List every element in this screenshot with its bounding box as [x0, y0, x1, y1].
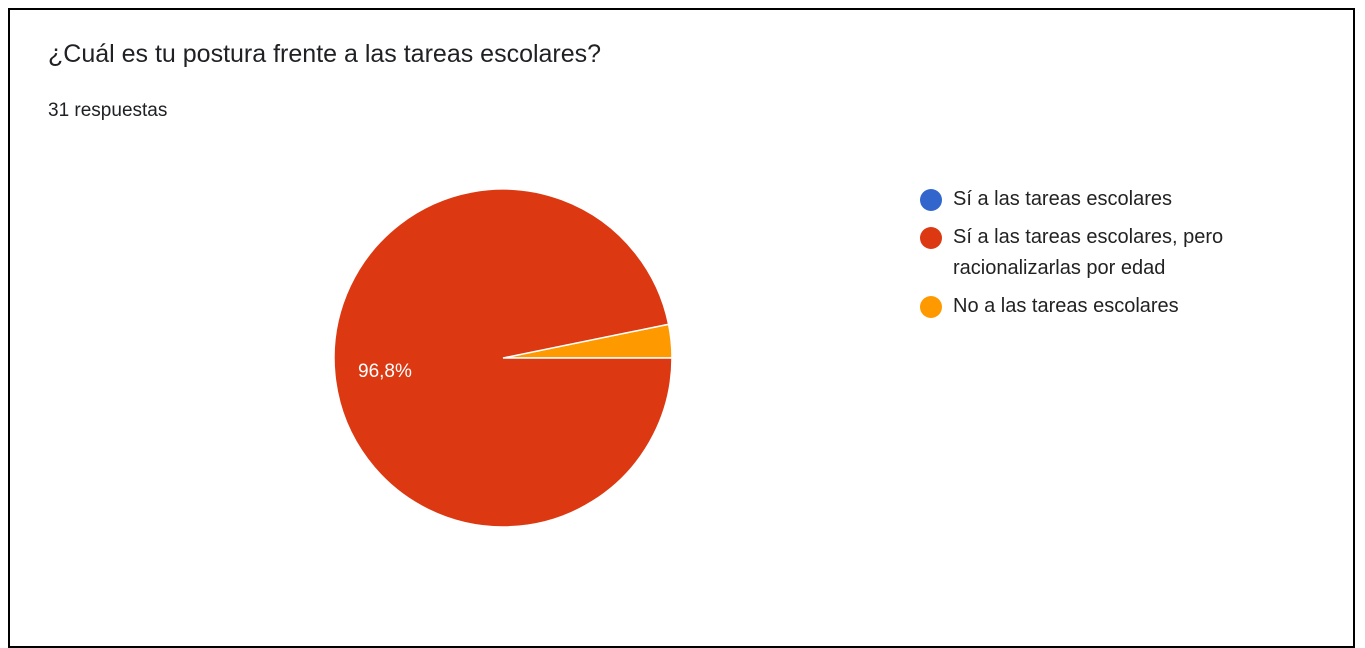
- legend-swatch: [920, 189, 942, 211]
- legend-label: Sí a las tareas escolares, pero racional…: [953, 226, 1224, 279]
- legend-swatch: [920, 296, 942, 318]
- legend-item[interactable]: Sí a las tareas escolares: [920, 186, 1293, 215]
- chart-legend: Sí a las tareas escolares Sí a las tareas…: [920, 186, 1293, 331]
- legend-label: No a las tareas escolares: [953, 295, 1179, 317]
- pie-data-label: 96,8%: [358, 361, 412, 382]
- response-count: 31 respuestas: [48, 100, 168, 121]
- legend-item[interactable]: Sí a las tareas escolares, pero racional…: [920, 224, 1293, 284]
- legend-item[interactable]: No a las tareas escolares: [920, 293, 1293, 322]
- pie-slice[interactable]: [333, 188, 673, 528]
- pie-chart: 96,8%: [333, 188, 673, 528]
- chart-title: ¿Cuál es tu postura frente a las tareas …: [48, 40, 602, 68]
- chart-card: [8, 8, 1355, 648]
- legend-label: Sí a las tareas escolares: [953, 188, 1172, 210]
- legend-swatch: [920, 227, 942, 249]
